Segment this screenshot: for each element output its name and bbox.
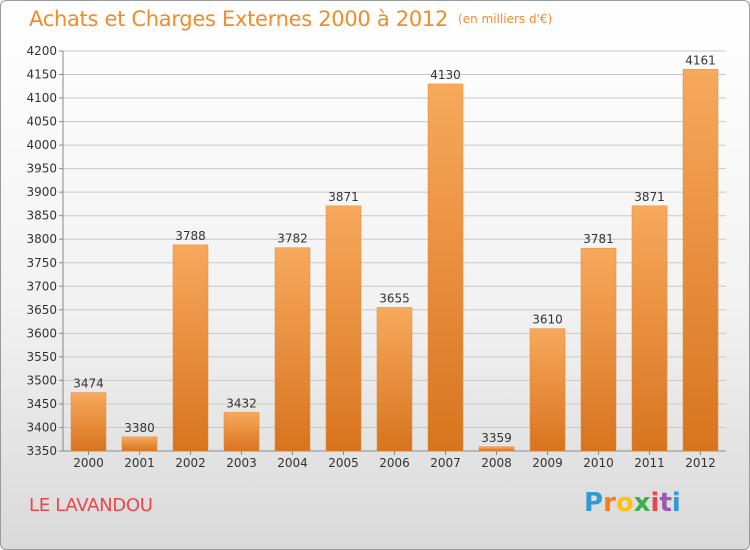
data-label-2009: 3610: [532, 313, 563, 327]
bar-2005: [325, 205, 362, 452]
y-tick-label: 3400: [26, 420, 57, 434]
data-label-2012: 4161: [685, 53, 716, 67]
y-tick-label: 4050: [26, 115, 57, 129]
chart-title-main: Achats et Charges Externes 2000 à 2012: [29, 7, 449, 31]
bar-2001: [121, 436, 158, 452]
data-label-2005: 3871: [328, 190, 359, 204]
y-tick-labels: 3350 3400 3450 3500 3550 3600 3650 3700 3750 3800…: [26, 44, 57, 458]
data-label-2002: 3788: [175, 229, 206, 243]
data-label-2000: 3474: [73, 377, 104, 391]
data-label-2010: 3781: [583, 232, 614, 246]
bar-2010: [580, 247, 617, 452]
logo-letter: P: [584, 488, 604, 518]
logo-letter: r: [603, 488, 616, 518]
y-tick-label: 3550: [26, 350, 57, 364]
bar-2002: [172, 244, 209, 452]
data-label-2008: 3359: [481, 431, 512, 445]
y-tick-label: 4150: [26, 68, 57, 82]
proxiti-logo: Proxiti: [584, 488, 681, 518]
bars: [70, 69, 719, 452]
data-label-2007: 4130: [430, 68, 461, 82]
y-tick-label: 3700: [26, 279, 57, 293]
y-tick-label: 4000: [26, 138, 57, 152]
x-tick-label-2001: 2001: [124, 456, 155, 470]
x-tick-label-2004: 2004: [277, 456, 308, 470]
x-tick-label-2008: 2008: [481, 456, 512, 470]
chart-title: Achats et Charges Externes 2000 à 2012 (e…: [29, 7, 552, 31]
logo-letter: t: [659, 488, 672, 518]
x-tick-label-2006: 2006: [379, 456, 410, 470]
x-tick-label-2003: 2003: [226, 456, 257, 470]
y-tick-label: 3350: [26, 444, 57, 458]
bar-2004: [274, 247, 311, 452]
x-tick-label-2012: 2012: [685, 456, 716, 470]
x-tick-label-2000: 2000: [73, 456, 104, 470]
x-tick-label-2005: 2005: [328, 456, 359, 470]
bar-2007: [427, 83, 464, 452]
x-tick-label-2002: 2002: [175, 456, 206, 470]
place-name: LE LAVANDOU: [29, 495, 153, 516]
data-label-2001: 3380: [124, 421, 155, 435]
x-tick-label-2010: 2010: [583, 456, 614, 470]
y-tick-label: 3600: [26, 326, 57, 340]
bar-2003: [223, 412, 260, 452]
data-label-2006: 3655: [379, 291, 410, 305]
data-label-2003: 3432: [226, 396, 257, 410]
x-tick-label-2007: 2007: [430, 456, 461, 470]
bar-2012: [682, 69, 719, 452]
bar-2009: [529, 328, 566, 452]
logo-letter: i: [650, 488, 660, 518]
logo-letter: o: [615, 488, 634, 518]
bar-2000: [70, 392, 107, 452]
logo-letter: x: [633, 488, 651, 518]
y-tick-label: 3450: [26, 397, 57, 411]
y-tick-label: 3500: [26, 373, 57, 387]
y-tick-label: 3950: [26, 162, 57, 176]
bar-2011: [631, 205, 668, 452]
chart-title-unit: (en milliers d'€): [458, 12, 553, 26]
y-tick-label: 4100: [26, 91, 57, 105]
x-tick-label-2011: 2011: [634, 456, 665, 470]
data-label-2011: 3871: [634, 190, 665, 204]
x-tick-labels: 2000 2001 2002 2003 2004 2005 2006 2007 2008 2009…: [73, 456, 716, 470]
data-labels: 3474 3380 3788 3432 3782 3871 3655 4130 3359 3610…: [73, 53, 716, 444]
data-label-2004: 3782: [277, 232, 308, 246]
y-tick-label: 3850: [26, 209, 57, 223]
y-tick-label: 3650: [26, 303, 57, 317]
y-tick-label: 4200: [26, 44, 57, 58]
y-tick-label: 3750: [26, 256, 57, 270]
y-tick-label: 3800: [26, 232, 57, 246]
y-tick-label: 3900: [26, 185, 57, 199]
bar-2008: [478, 446, 515, 452]
x-tick-label-2009: 2009: [532, 456, 563, 470]
bar-2006: [376, 307, 413, 452]
logo-letter: i: [671, 488, 681, 518]
